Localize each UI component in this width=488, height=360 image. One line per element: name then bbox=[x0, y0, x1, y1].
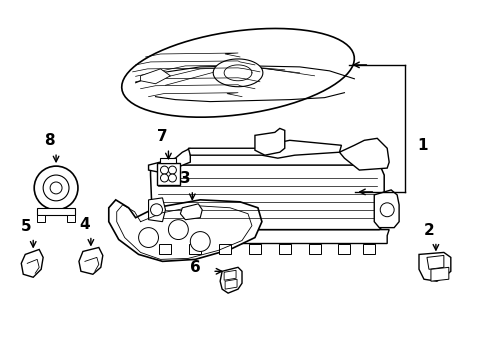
Polygon shape bbox=[213, 59, 263, 87]
Text: 3: 3 bbox=[180, 171, 190, 186]
Circle shape bbox=[168, 166, 176, 174]
Text: 2: 2 bbox=[423, 222, 433, 238]
Circle shape bbox=[150, 204, 162, 216]
Text: 6: 6 bbox=[189, 260, 200, 275]
Text: 1: 1 bbox=[416, 138, 427, 153]
Text: 5: 5 bbox=[21, 219, 32, 234]
Polygon shape bbox=[122, 28, 354, 117]
Polygon shape bbox=[248, 243, 261, 255]
Polygon shape bbox=[338, 243, 350, 255]
Polygon shape bbox=[373, 190, 398, 228]
Circle shape bbox=[138, 228, 158, 247]
Polygon shape bbox=[189, 243, 201, 255]
Circle shape bbox=[160, 174, 168, 182]
Polygon shape bbox=[188, 140, 341, 158]
Polygon shape bbox=[418, 252, 450, 281]
Circle shape bbox=[160, 166, 168, 174]
Circle shape bbox=[190, 231, 210, 251]
Polygon shape bbox=[278, 243, 290, 255]
Polygon shape bbox=[363, 243, 374, 255]
Polygon shape bbox=[180, 204, 202, 220]
Circle shape bbox=[380, 203, 393, 217]
Polygon shape bbox=[37, 208, 75, 215]
Polygon shape bbox=[143, 230, 388, 243]
Circle shape bbox=[34, 166, 78, 210]
Polygon shape bbox=[220, 267, 242, 293]
Polygon shape bbox=[156, 163, 180, 185]
Polygon shape bbox=[308, 243, 320, 255]
Polygon shape bbox=[67, 215, 75, 222]
Polygon shape bbox=[150, 165, 384, 230]
Polygon shape bbox=[79, 247, 102, 274]
Polygon shape bbox=[159, 243, 171, 255]
Polygon shape bbox=[160, 158, 176, 163]
Polygon shape bbox=[148, 148, 190, 172]
Polygon shape bbox=[37, 215, 45, 222]
Polygon shape bbox=[254, 129, 284, 155]
Polygon shape bbox=[339, 138, 388, 170]
Circle shape bbox=[168, 174, 176, 182]
Circle shape bbox=[43, 175, 69, 201]
Polygon shape bbox=[141, 69, 170, 84]
Polygon shape bbox=[224, 270, 236, 280]
Text: 7: 7 bbox=[157, 129, 167, 144]
Text: 8: 8 bbox=[44, 133, 54, 148]
Polygon shape bbox=[219, 243, 231, 255]
Polygon shape bbox=[108, 200, 262, 261]
Text: 4: 4 bbox=[80, 217, 90, 231]
Polygon shape bbox=[21, 249, 43, 277]
Circle shape bbox=[50, 182, 62, 194]
Polygon shape bbox=[148, 198, 165, 222]
Polygon shape bbox=[430, 267, 448, 281]
Polygon shape bbox=[426, 255, 443, 269]
Circle shape bbox=[168, 220, 188, 239]
Polygon shape bbox=[224, 279, 237, 289]
